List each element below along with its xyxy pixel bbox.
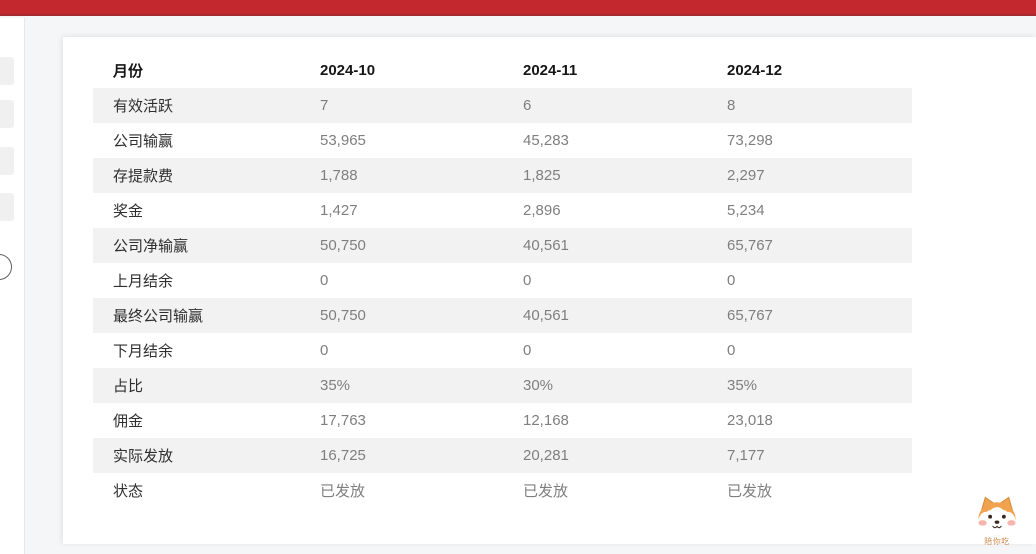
row-value: 0 <box>320 342 329 359</box>
row-value: 30% <box>523 377 554 394</box>
sidebar-item-skeleton[interactable] <box>0 100 14 128</box>
table-header-row: 月份 2024-10 2024-11 2024-12 <box>93 53 912 88</box>
table-row: 奖金 1,427 2,896 5,234 <box>93 193 912 228</box>
row-value: 73,298 <box>727 132 773 149</box>
row-value: 50,750 <box>320 307 366 324</box>
table-row: 存提款费 1,788 1,825 2,297 <box>93 158 912 193</box>
row-value: 65,767 <box>727 237 773 254</box>
row-value: 16,725 <box>320 447 366 464</box>
row-value: 7 <box>320 97 329 114</box>
row-label: 有效活跃 <box>113 98 174 115</box>
row-value: 65,767 <box>727 307 773 324</box>
table-row: 佣金 17,763 12,168 23,018 <box>93 403 912 438</box>
table-row: 公司输赢 53,965 45,283 73,298 <box>93 123 912 158</box>
row-value: 0 <box>727 342 736 359</box>
row-label: 下月结余 <box>113 343 174 360</box>
row-value: 已发放 <box>727 483 773 500</box>
row-value: 20,281 <box>523 447 569 464</box>
column-header-2024-12: 2024-12 <box>727 62 783 79</box>
row-value: 35% <box>727 377 758 394</box>
row-value: 0 <box>523 272 532 289</box>
column-header-2024-11: 2024-11 <box>523 62 578 79</box>
row-value: 40,561 <box>523 307 569 324</box>
row-label: 最终公司输赢 <box>113 308 204 325</box>
row-value: 40,561 <box>523 237 569 254</box>
table-row: 上月结余 0 0 0 <box>93 263 912 298</box>
row-value: 6 <box>523 97 532 114</box>
row-label: 存提款费 <box>113 168 174 185</box>
column-header-2024-10: 2024-10 <box>320 62 376 79</box>
table-row: 状态 已发放 已发放 已发放 <box>93 473 912 508</box>
row-label: 上月结余 <box>113 273 174 290</box>
row-value: 1,788 <box>320 167 358 184</box>
top-red-bar <box>0 0 1036 16</box>
table-row: 实际发放 16,725 20,281 7,177 <box>93 438 912 473</box>
sidebar-item-skeleton[interactable] <box>0 57 14 85</box>
monthly-report-table: 月份 2024-10 2024-11 2024-12 有效活跃 7 6 8 公司输赢 53… <box>93 53 912 508</box>
row-label: 实际发放 <box>113 448 174 465</box>
row-value: 23,018 <box>727 412 773 429</box>
row-label: 佣金 <box>113 413 144 430</box>
sidebar-toggle-circle-icon[interactable] <box>0 254 12 280</box>
row-value: 12,168 <box>523 412 569 429</box>
row-value: 35% <box>320 377 351 394</box>
shiba-dog-icon <box>978 496 1016 536</box>
row-value: 5,234 <box>727 202 765 219</box>
row-value: 已发放 <box>320 483 366 500</box>
row-value: 7,177 <box>727 447 765 464</box>
mascot-label: 陪你吃 <box>984 537 1010 546</box>
row-value: 45,283 <box>523 132 569 149</box>
table-row: 占比 35% 30% 35% <box>93 368 912 403</box>
row-value: 0 <box>727 272 736 289</box>
mascot-widget[interactable]: 陪你吃 <box>972 495 1022 546</box>
column-header-month: 月份 <box>113 63 144 80</box>
row-value: 0 <box>523 342 532 359</box>
row-value: 1,427 <box>320 202 358 219</box>
report-table-body: 有效活跃 7 6 8 公司输赢 53,965 45,283 73,298 存提款费 1,788 1,… <box>93 88 912 508</box>
sidebar-item-skeleton[interactable] <box>0 147 14 175</box>
row-value: 17,763 <box>320 412 366 429</box>
row-value: 1,825 <box>523 167 561 184</box>
table-row: 公司净输赢 50,750 40,561 65,767 <box>93 228 912 263</box>
row-value: 50,750 <box>320 237 366 254</box>
sidebar-item-skeleton[interactable] <box>0 193 14 221</box>
row-value: 2,297 <box>727 167 765 184</box>
row-label: 奖金 <box>113 203 144 220</box>
row-value: 8 <box>727 97 736 114</box>
row-label: 公司输赢 <box>113 133 174 150</box>
row-value: 2,896 <box>523 202 561 219</box>
row-value: 已发放 <box>523 483 569 500</box>
row-label: 状态 <box>113 483 144 500</box>
sidebar <box>0 18 25 554</box>
row-label: 占比 <box>113 378 144 395</box>
row-value: 0 <box>320 272 329 289</box>
table-row: 下月结余 0 0 0 <box>93 333 912 368</box>
table-row: 最终公司输赢 50,750 40,561 65,767 <box>93 298 912 333</box>
row-label: 公司净输赢 <box>113 238 189 255</box>
report-card: 月份 2024-10 2024-11 2024-12 有效活跃 7 6 8 公司输赢 53… <box>63 37 1036 544</box>
table-row: 有效活跃 7 6 8 <box>93 88 912 123</box>
row-value: 53,965 <box>320 132 366 149</box>
